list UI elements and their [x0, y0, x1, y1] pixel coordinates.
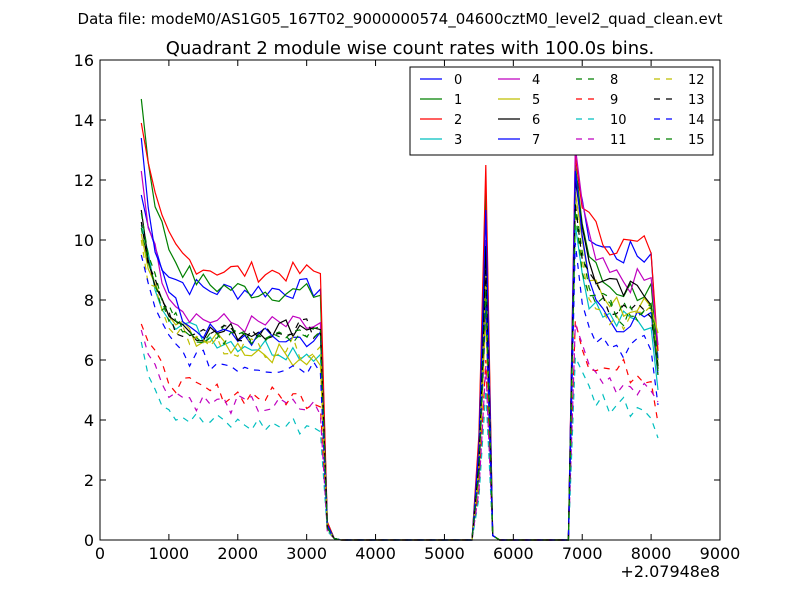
- series-line-10: [140, 341, 659, 541]
- x-tick-label-1000: 1000: [149, 544, 190, 563]
- legend-label-7: 7: [532, 133, 540, 148]
- x-tick-label-6000: 6000: [493, 544, 534, 563]
- y-tick-label-8: 8: [84, 291, 94, 310]
- tick-layer: 0 1000 2000 3000 4000 5000 6000 7000 8000 9000 0 2 4…: [74, 51, 741, 563]
- legend-label-14: 14: [688, 113, 705, 128]
- x-tick-label-2000: 2000: [217, 544, 258, 563]
- legend-label-10: 10: [610, 113, 627, 128]
- x-tick-label-5000: 5000: [424, 544, 465, 563]
- y-tick-label-12: 12: [74, 171, 94, 190]
- legend-label-2: 2: [454, 113, 462, 128]
- legend-label-1: 1: [454, 93, 462, 108]
- x-tick-label-8000: 8000: [631, 544, 672, 563]
- x-tick-label-7000: 7000: [562, 544, 603, 563]
- y-tick-label-10: 10: [74, 231, 94, 250]
- x-tick-label-0: 0: [95, 544, 105, 563]
- legend-label-9: 9: [610, 93, 618, 108]
- y-tick-label-16: 16: [74, 51, 94, 70]
- x-tick-label-3000: 3000: [286, 544, 327, 563]
- legend-label-12: 12: [688, 73, 705, 88]
- legend-label-13: 13: [688, 93, 705, 108]
- legend-box: [409, 66, 714, 156]
- series-line-14: [140, 242, 659, 541]
- y-tick-label-4: 4: [84, 411, 94, 430]
- x-offset-label: +2.07948e8: [620, 562, 720, 581]
- legend-label-5: 5: [532, 93, 540, 108]
- series-layer: [140, 98, 659, 541]
- legend-label-11: 11: [610, 133, 627, 148]
- legend-label-0: 0: [454, 73, 462, 88]
- figure-suptitle: Data file: modeM0/AS1G05_167T02_90000005…: [78, 10, 723, 29]
- series-line-6: [140, 179, 659, 541]
- legend-label-15: 15: [688, 133, 705, 148]
- x-tick-label-9000: 9000: [700, 544, 741, 563]
- y-tick-label-2: 2: [84, 471, 94, 490]
- y-tick-label-0: 0: [84, 531, 94, 550]
- series-line-11: [140, 323, 659, 541]
- legend-label-8: 8: [610, 73, 618, 88]
- series-line-3: [140, 224, 659, 541]
- series-line-9: [140, 320, 659, 541]
- legend-label-6: 6: [532, 113, 540, 128]
- y-tick-label-6: 6: [84, 351, 94, 370]
- x-tick-label-4000: 4000: [355, 544, 396, 563]
- chart-title: Quadrant 2 module wise count rates with …: [166, 38, 655, 59]
- y-tick-label-14: 14: [74, 111, 94, 130]
- legend-label-3: 3: [454, 133, 462, 148]
- legend-label-4: 4: [532, 73, 540, 88]
